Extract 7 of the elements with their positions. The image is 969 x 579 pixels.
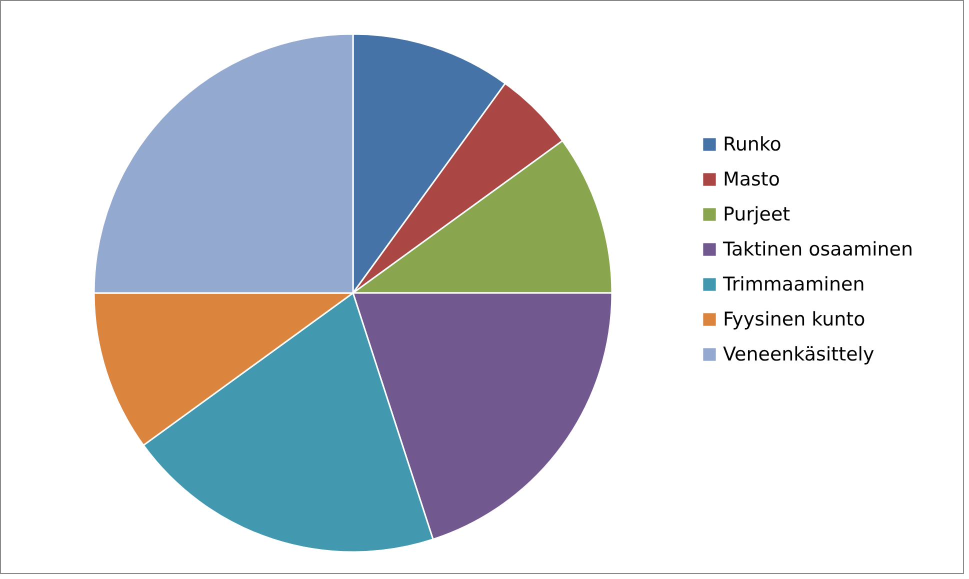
legend-label: Runko	[723, 134, 782, 156]
legend-label: Purjeet	[723, 204, 790, 226]
legend-label: Taktinen osaaminen	[722, 238, 914, 260]
legend-label: Fyysinen kunto	[723, 308, 866, 330]
legend-label: Veneenkäsittely	[723, 344, 874, 366]
legend-label: Trimmaaminen	[722, 274, 865, 296]
legend-label: Masto	[723, 168, 780, 190]
